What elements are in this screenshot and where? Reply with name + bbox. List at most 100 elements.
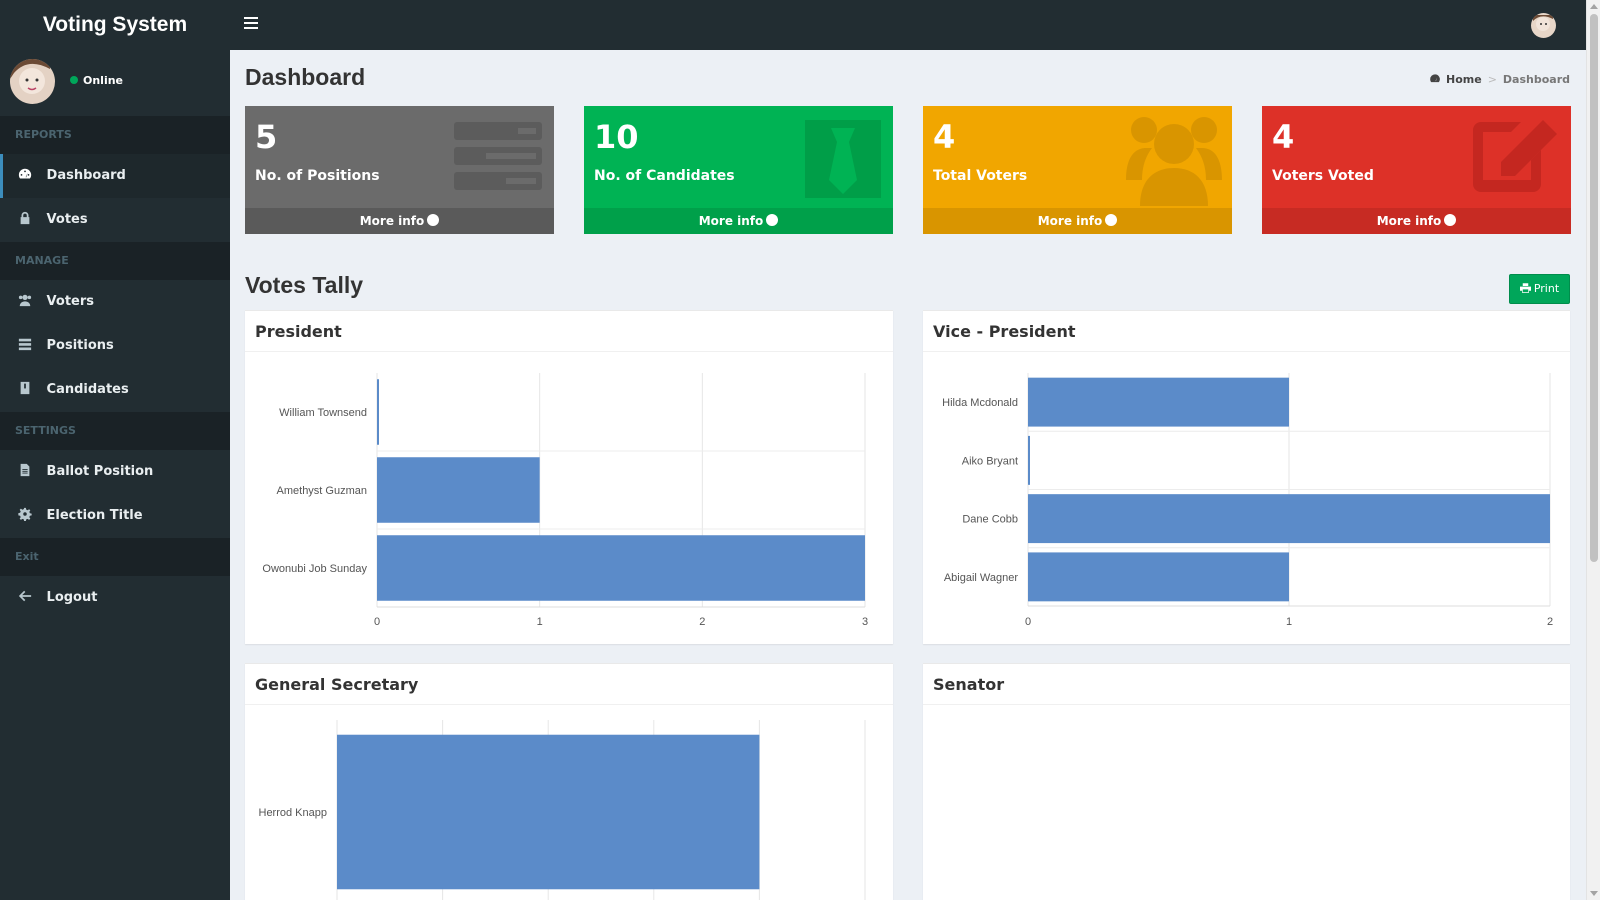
page-title: Dashboard <box>245 64 366 90</box>
votes-tally-title: Votes Tally <box>245 272 364 298</box>
tasks-icon <box>18 326 34 351</box>
sidebar-item-positions[interactable]: Positions <box>0 324 230 368</box>
user-panel: Online <box>0 50 230 116</box>
page-scrollbar[interactable] <box>1586 0 1600 900</box>
sidebar-item-label: Candidates <box>46 382 129 397</box>
menu-toggle-icon[interactable] <box>244 17 258 31</box>
bar[interactable] <box>377 535 865 601</box>
sidebar-item-label: Votes <box>46 212 88 227</box>
chart-title: Vice - President <box>933 322 1076 341</box>
bar[interactable] <box>1028 494 1550 544</box>
arrow-circle-right-icon <box>1105 214 1118 226</box>
stat-value: 5 <box>255 118 278 156</box>
box-divider <box>923 351 1570 352</box>
stat-label: No. of Positions <box>255 168 380 184</box>
tie-icon <box>805 120 881 198</box>
category-label: William Townsend <box>279 407 367 419</box>
chart-box-president: William Townsend Amethyst Guzman Owonubi J… <box>245 310 893 644</box>
category-label: Aiko Bryant <box>962 455 1018 467</box>
stat-value: 10 <box>594 118 639 156</box>
category-label: Hilda Mcdonald <box>942 397 1018 409</box>
breadcrumb: Home > Dashboard <box>1429 73 1570 86</box>
stat-label: No. of Candidates <box>594 168 735 184</box>
print-icon <box>1519 283 1531 293</box>
sidebar-item-voters[interactable]: Voters <box>0 280 230 324</box>
top-navbar <box>230 0 1586 50</box>
bar[interactable] <box>377 457 540 523</box>
stat-box-total-voters: 4 Total Voters More info <box>923 106 1232 234</box>
users-icon <box>1126 117 1222 206</box>
bar[interactable] <box>1028 377 1289 427</box>
id-card-icon <box>18 370 34 395</box>
sidebar-item-label: Election Title <box>46 508 143 523</box>
sidebar-item-label: Ballot Position <box>46 464 154 479</box>
bar[interactable] <box>1028 552 1289 602</box>
stat-value: 4 <box>933 118 956 156</box>
scroll-thumb[interactable] <box>1590 14 1598 562</box>
bar[interactable] <box>1028 435 1030 485</box>
breadcrumb-current: Dashboard <box>1502 73 1570 86</box>
sidebar-header-settings: SETTINGS <box>0 412 230 450</box>
arrow-circle-right-icon <box>766 214 779 226</box>
more-info-link[interactable]: More info <box>584 208 893 234</box>
app-logo[interactable]: Voting System <box>0 0 230 50</box>
arrow-left-icon <box>18 578 34 602</box>
breadcrumb-separator: > <box>1487 73 1497 86</box>
stat-box-voters-voted: 4 Voters Voted More info <box>1262 106 1571 234</box>
box-divider <box>245 351 893 352</box>
sidebar: Online REPORTS Dashboard Votes MANAGE Vo… <box>0 50 230 900</box>
sidebar-item-logout[interactable]: Logout <box>0 576 230 620</box>
general-secretary-chart: Herrod Knapp <box>259 720 866 900</box>
list-icon <box>454 122 542 190</box>
category-label: Abigail Wagner <box>944 572 1019 584</box>
sidebar-item-candidates[interactable]: Candidates <box>0 368 230 412</box>
tick-label: 2 <box>1547 616 1553 628</box>
online-dot-icon <box>70 76 78 84</box>
bar[interactable] <box>377 379 379 445</box>
dashboard-icon <box>1430 74 1440 83</box>
chart-title: Senator <box>933 675 1005 694</box>
user-avatar-small[interactable] <box>1531 13 1556 38</box>
print-button[interactable]: Print <box>1509 274 1570 304</box>
sidebar-item-label: Logout <box>46 590 98 605</box>
stat-label: Voters Voted <box>1272 168 1374 184</box>
sidebar-header-reports: REPORTS <box>0 116 230 154</box>
tick-label: 1 <box>537 616 543 628</box>
sidebar-item-dashboard[interactable]: Dashboard <box>0 154 230 198</box>
more-info-link[interactable]: More info <box>245 208 554 234</box>
scroll-up-arrow-icon[interactable] <box>1590 4 1598 9</box>
dashboard-icon <box>18 156 34 179</box>
sidebar-item-ballot-position[interactable]: Ballot Position <box>0 450 230 494</box>
users-icon <box>18 282 34 307</box>
stat-box-positions: 5 No. of Positions More info <box>245 106 554 234</box>
gear-icon <box>18 496 34 522</box>
stat-value: 4 <box>1272 118 1295 156</box>
more-info-link[interactable]: More info <box>923 208 1232 234</box>
breadcrumb-home[interactable]: Home <box>1446 73 1482 86</box>
chart-box-vice-president: Hilda Mcdonald Aiko Bryant Dane Cobb Abigai… <box>923 310 1570 644</box>
file-icon <box>18 452 34 477</box>
category-label: Dane Cobb <box>962 514 1018 526</box>
sidebar-item-election-title[interactable]: Election Title <box>0 494 230 538</box>
sidebar-item-votes[interactable]: Votes <box>0 198 230 242</box>
edit-icon <box>1473 120 1557 192</box>
senator-chart <box>923 664 1570 900</box>
sidebar-item-label: Positions <box>46 338 114 353</box>
scroll-down-arrow-icon[interactable] <box>1590 891 1598 896</box>
user-status: Online <box>70 74 123 87</box>
arrow-circle-right-icon <box>427 214 440 226</box>
sidebar-header-exit: Exit <box>0 538 230 576</box>
more-info-link[interactable]: More info <box>1262 208 1571 234</box>
tick-label: 3 <box>862 616 868 628</box>
stat-label: Total Voters <box>933 168 1028 184</box>
tick-label: 1 <box>1286 616 1292 628</box>
bar[interactable] <box>337 734 760 890</box>
president-chart: William Townsend Amethyst Guzman Owonubi J… <box>262 373 868 628</box>
chart-title: General Secretary <box>255 675 419 694</box>
sidebar-header-manage: MANAGE <box>0 242 230 280</box>
arrow-circle-right-icon <box>1444 214 1457 226</box>
stat-box-candidates: 10 No. of Candidates More info <box>584 106 893 234</box>
tick-label: 0 <box>374 616 380 628</box>
lock-icon <box>18 200 34 225</box>
user-avatar <box>10 59 55 104</box>
